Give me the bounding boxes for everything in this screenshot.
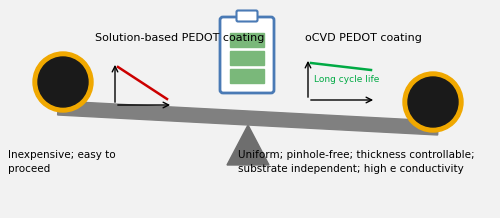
Text: Inexpensive; easy to
proceed: Inexpensive; easy to proceed (8, 150, 116, 174)
Circle shape (33, 52, 93, 112)
Bar (230, 51, 264, 65)
Bar (230, 33, 264, 47)
Polygon shape (227, 125, 269, 165)
Polygon shape (58, 101, 438, 135)
Bar (230, 69, 264, 83)
Text: Long cycle life: Long cycle life (314, 75, 380, 85)
Circle shape (408, 77, 458, 127)
FancyBboxPatch shape (236, 10, 258, 22)
Circle shape (403, 72, 463, 132)
Text: Uniform; pinhole-free; thickness controllable;
substrate independent; high e con: Uniform; pinhole-free; thickness control… (238, 150, 474, 174)
Text: oCVD PEDOT coating: oCVD PEDOT coating (305, 33, 422, 43)
Circle shape (38, 57, 88, 107)
FancyBboxPatch shape (220, 17, 274, 93)
Text: Solution-based PEDOT coating: Solution-based PEDOT coating (95, 33, 264, 43)
